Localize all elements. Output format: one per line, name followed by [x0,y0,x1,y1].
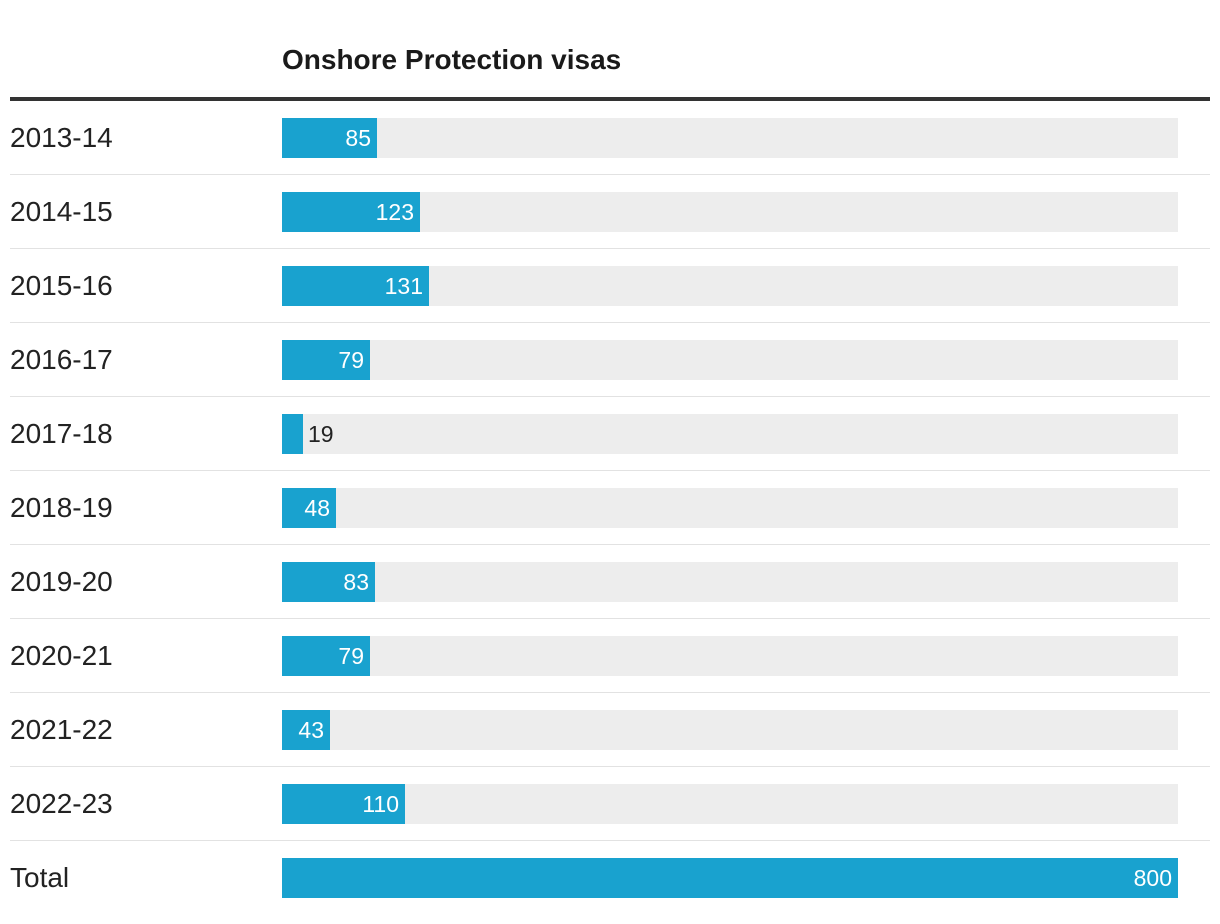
bar-value-label: 43 [298,717,324,743]
category-label: 2022-23 [10,788,113,819]
bar [282,414,303,454]
category-label: 2013-14 [10,122,113,153]
bar-row: 2017-18 19 [10,397,1210,471]
bar [282,784,405,824]
category-label: 2014-15 [10,196,113,227]
row-separator [10,766,1210,767]
chart-title: Onshore Protection visas [282,44,622,75]
row-separator [10,322,1210,323]
bar-track: 123 [282,192,1178,232]
bar [282,266,429,306]
bar-row: 2020-21 79 [10,619,1210,693]
bar-row: 2022-23 110 [10,767,1210,841]
row-separator [10,840,1210,841]
bar-value-label: 131 [384,273,423,299]
bar-value-label: 79 [338,643,364,669]
bar-value-label: 123 [375,199,414,225]
row-separator [10,618,1210,619]
category-label: 2020-21 [10,640,113,671]
bar-row: Total 800 [10,841,1210,915]
category-label: 2021-22 [10,714,113,745]
bar-row: 2016-17 79 [10,323,1210,397]
bar-value-label: 85 [345,125,371,151]
row-separator [10,470,1210,471]
bar [282,118,377,158]
bar-row: 2021-22 43 [10,693,1210,767]
category-label: 2017-18 [10,418,113,449]
bar-value-label: 79 [338,347,364,373]
category-label: Total [10,862,70,893]
bar [282,562,375,602]
bar-track: 48 [282,488,1178,528]
bar-row: 2018-19 48 [10,471,1210,545]
bar [282,858,1178,898]
bar [282,488,336,528]
category-label: 2019-20 [10,566,113,597]
category-label: 2015-16 [10,270,113,301]
row-separator [10,174,1210,175]
bar-track: 85 [282,118,1178,158]
bar-track: 79 [282,636,1178,676]
bar-chart: Onshore Protection visas 2013-14 85 2014-1… [10,0,1210,924]
bar [282,636,370,676]
bar-value-label: 110 [362,791,399,817]
bar-row: 2015-16 131 [10,249,1210,323]
bar-value-label: 800 [1133,865,1172,891]
bar-track: 19 [282,414,1178,454]
bar-track: 110 [282,784,1178,824]
bar-track: 83 [282,562,1178,602]
bar-value-label: 83 [343,569,369,595]
bar-row: 2019-20 83 [10,545,1210,619]
row-separator [10,544,1210,545]
bar-track: 131 [282,266,1178,306]
row-separator [10,396,1210,397]
bar-value-label: 19 [308,421,334,447]
bar-value-label: 48 [304,495,330,521]
bar [282,340,370,380]
bar [282,710,330,750]
header-rule [10,97,1210,101]
category-label: 2016-17 [10,344,113,375]
bar-track: 800 [282,858,1178,898]
bar-row: 2014-15 123 [10,175,1210,249]
row-separator [10,692,1210,693]
category-label: 2018-19 [10,492,113,523]
bar-track: 43 [282,710,1178,750]
row-separator [10,248,1210,249]
bar-row: 2013-14 85 [10,101,1210,175]
bar-track: 79 [282,340,1178,380]
bar [282,192,420,232]
